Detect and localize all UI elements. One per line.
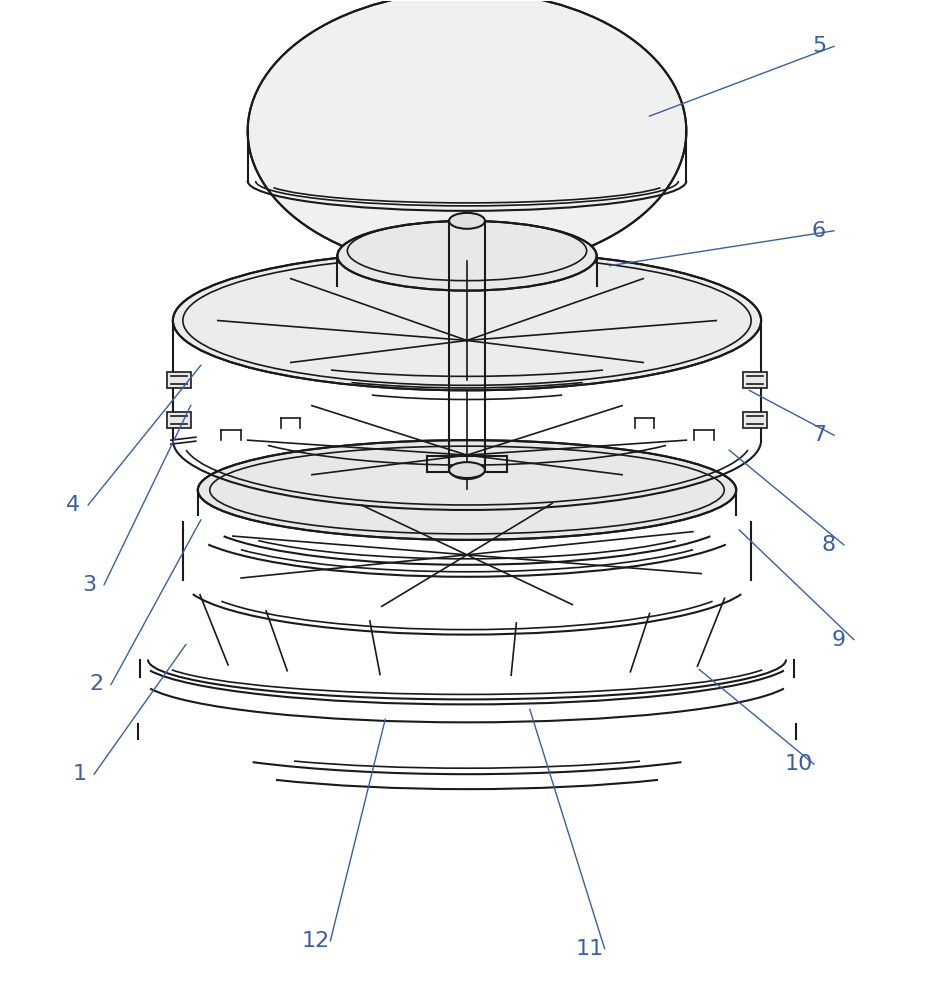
Ellipse shape xyxy=(173,251,761,390)
Text: 2: 2 xyxy=(89,674,103,694)
FancyBboxPatch shape xyxy=(743,412,767,428)
Ellipse shape xyxy=(449,462,485,478)
Text: 3: 3 xyxy=(82,575,96,595)
Text: 12: 12 xyxy=(302,931,330,951)
FancyBboxPatch shape xyxy=(167,372,191,388)
Ellipse shape xyxy=(248,0,686,271)
Ellipse shape xyxy=(449,213,485,229)
Text: 11: 11 xyxy=(575,939,603,959)
Ellipse shape xyxy=(337,221,597,291)
Text: 5: 5 xyxy=(812,36,826,56)
Text: 10: 10 xyxy=(785,754,814,774)
Text: 9: 9 xyxy=(832,630,846,650)
Text: 4: 4 xyxy=(66,495,80,515)
Text: 1: 1 xyxy=(72,764,86,784)
Ellipse shape xyxy=(198,440,736,540)
Text: 6: 6 xyxy=(812,221,826,241)
Text: 7: 7 xyxy=(812,425,826,445)
Text: 8: 8 xyxy=(822,535,836,555)
FancyBboxPatch shape xyxy=(743,372,767,388)
FancyBboxPatch shape xyxy=(167,412,191,428)
